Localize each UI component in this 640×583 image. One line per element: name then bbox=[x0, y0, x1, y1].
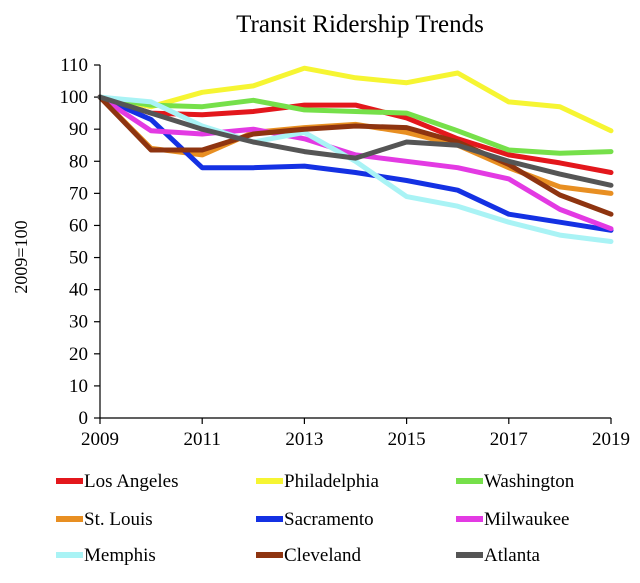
series-lines bbox=[97, 65, 614, 244]
legend-label-cleveland: Cleveland bbox=[284, 545, 362, 566]
x-tick-label: 2019 bbox=[592, 429, 630, 450]
y-tick-label: 100 bbox=[60, 87, 89, 108]
legend-label-memphis: Memphis bbox=[84, 545, 156, 566]
y-tick-label: 110 bbox=[60, 55, 88, 76]
y-tick-label: 40 bbox=[69, 280, 88, 301]
x-axis-ticks: 2009 2011 2013 2015 2017 2019 bbox=[81, 418, 630, 450]
series-line-cleveland bbox=[97, 94, 614, 217]
series-line-memphis bbox=[97, 94, 614, 244]
legend-label-philadelphia: Philadelphia bbox=[284, 471, 380, 492]
y-tick-label: 10 bbox=[69, 376, 88, 397]
y-axis-label: 2009=100 bbox=[11, 220, 31, 293]
x-tick-label: 2017 bbox=[490, 429, 528, 450]
x-tick-label: 2009 bbox=[81, 429, 119, 450]
y-tick-label: 30 bbox=[69, 312, 88, 333]
legend-label-washington: Washington bbox=[484, 471, 575, 492]
series-line-washington bbox=[97, 94, 614, 156]
y-tick-label: 80 bbox=[69, 151, 88, 172]
x-tick-label: 2013 bbox=[285, 429, 323, 450]
y-axis-ticks: 0 10 20 30 40 50 60 70 80 90 100 110 bbox=[60, 55, 100, 429]
legend-label-sacramento: Sacramento bbox=[284, 509, 374, 530]
chart-title: Transit Ridership Trends bbox=[236, 11, 484, 38]
series-line-philadelphia bbox=[97, 65, 614, 134]
y-tick-label: 90 bbox=[69, 119, 88, 140]
y-tick-label: 50 bbox=[69, 248, 88, 269]
series-line-los-angeles bbox=[97, 94, 614, 175]
y-tick-label: 0 bbox=[79, 408, 89, 429]
series-line-milwaukee bbox=[97, 94, 614, 232]
y-tick-label: 60 bbox=[69, 215, 88, 236]
x-tick-label: 2011 bbox=[184, 429, 221, 450]
legend: Los Angeles Philadelphia Washington St. Lou… bbox=[56, 471, 575, 566]
legend-label-st-louis: St. Louis bbox=[84, 509, 153, 530]
legend-label-los-angeles: Los Angeles bbox=[84, 471, 178, 492]
legend-label-milwaukee: Milwaukee bbox=[484, 509, 569, 530]
y-tick-label: 70 bbox=[69, 183, 88, 204]
y-tick-label: 20 bbox=[69, 344, 88, 365]
legend-label-atlanta: Atlanta bbox=[484, 545, 540, 566]
x-tick-label: 2015 bbox=[388, 429, 426, 450]
series-line-atlanta bbox=[97, 94, 614, 188]
